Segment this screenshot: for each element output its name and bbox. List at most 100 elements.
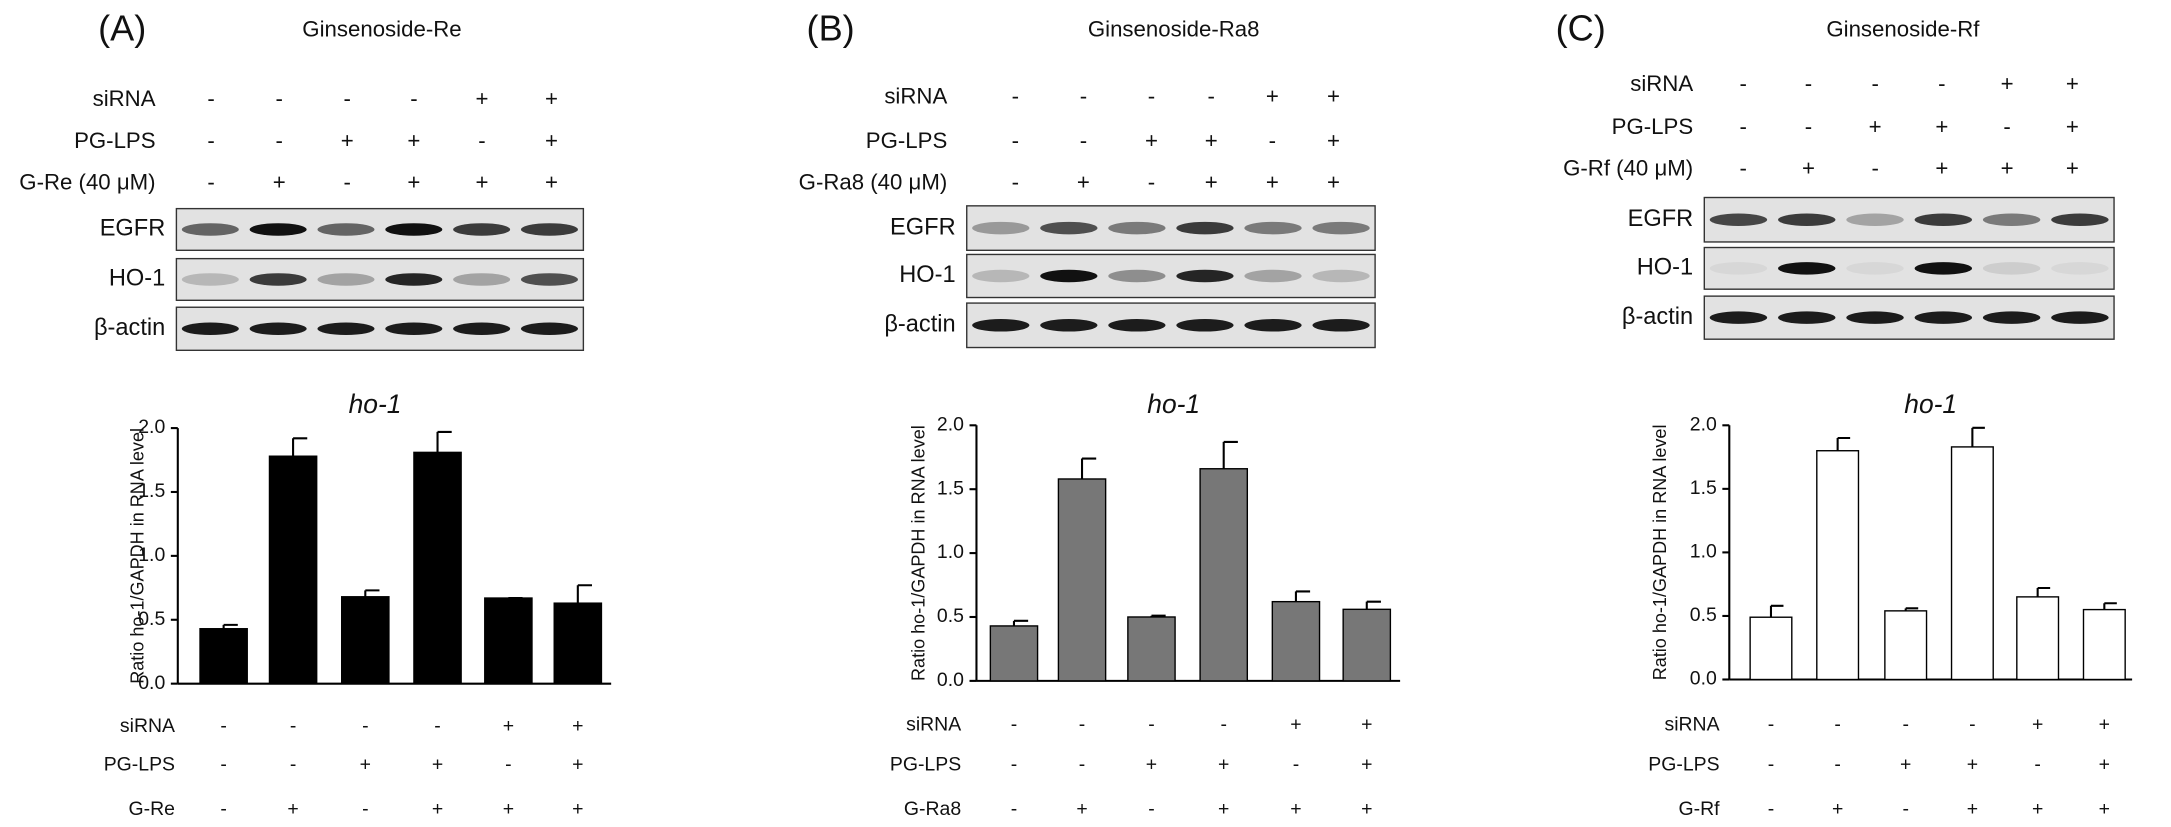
blot-condition-sign: + <box>1869 114 1882 139</box>
blot-row-label: EGFR <box>100 216 166 242</box>
condition-sign: + <box>2099 713 2110 735</box>
blot-band <box>520 322 578 336</box>
blot-band <box>1914 311 1973 324</box>
blot-band <box>520 223 578 236</box>
bar <box>199 628 248 685</box>
blot-condition-sign: - <box>1739 71 1746 96</box>
condition-sign: + <box>1218 798 1229 820</box>
condition-sign: - <box>1768 713 1774 735</box>
y-tick-label: 1.5 <box>138 480 165 502</box>
condition-sign: + <box>572 754 583 776</box>
blot-band <box>972 269 1030 283</box>
compound-title: Ginsenoside-Re <box>302 17 461 42</box>
blot-band <box>249 322 307 336</box>
blot-condition-sign: + <box>1802 156 1815 181</box>
blot-band <box>1709 213 1768 226</box>
blot-condition-sign: - <box>1805 114 1812 139</box>
blot-condition-sign: - <box>207 169 214 194</box>
blot-band <box>1108 269 1166 283</box>
y-tick-label: 0.0 <box>1690 668 1717 690</box>
blot-band <box>1982 213 2041 226</box>
error-bar <box>1769 604 1784 618</box>
blot-band <box>1914 262 1973 275</box>
y-tick-label: 1.5 <box>1690 477 1717 499</box>
blot-band <box>520 273 578 286</box>
blot-condition-sign: - <box>1938 71 1945 96</box>
blot-band <box>181 223 239 236</box>
condition-sign: - <box>1834 754 1840 776</box>
blot-condition-name: siRNA <box>1630 71 1693 96</box>
condition-sign: - <box>220 715 226 737</box>
blot-band <box>1244 319 1302 332</box>
blot-condition-name: siRNA <box>884 83 947 108</box>
y-axis-label: Ratio ho-1/GAPDH in RNA level <box>128 428 148 684</box>
condition-sign: - <box>220 798 226 820</box>
blot-band <box>1778 262 1836 275</box>
condition-sign: + <box>2099 798 2110 820</box>
blot-condition-sign: - <box>1012 169 1019 194</box>
blot-row-label: EGFR <box>1628 206 1694 232</box>
error-bar <box>1012 619 1029 626</box>
blot-strip <box>1703 295 2115 340</box>
condition-sign: + <box>1967 798 1978 820</box>
condition-name: PG-LPS <box>1648 754 1719 776</box>
y-tick-label: 0.5 <box>138 608 165 630</box>
blot-row-label: HO-1 <box>109 266 165 292</box>
error-bar <box>576 584 592 604</box>
blot-row-label: EGFR <box>890 214 956 240</box>
blot-condition-sign: - <box>344 169 351 194</box>
y-tick-label: 1.0 <box>937 541 964 563</box>
blot-condition-sign: - <box>1871 156 1878 181</box>
bar <box>1816 450 1860 681</box>
blot-condition-sign: + <box>341 128 354 153</box>
blot-condition-sign: + <box>2066 71 2079 96</box>
y-axis-label: Ratio ho-1/GAPDH in RNA level <box>1650 425 1670 681</box>
y-axis-label: Ratio ho-1/GAPDH in RNA level <box>908 425 928 681</box>
condition-sign: + <box>1290 798 1301 820</box>
blot-band <box>1176 221 1234 235</box>
blot-band <box>1040 269 1098 283</box>
blot-condition-name: PG-LPS <box>74 128 156 153</box>
blot-condition-sign: + <box>1145 128 1158 153</box>
blot-condition-sign: + <box>1266 169 1279 194</box>
blot-band <box>317 322 375 336</box>
y-tick-label: 1.0 <box>1690 541 1717 563</box>
blot-band <box>317 223 375 236</box>
blot-condition-sign: - <box>1739 114 1746 139</box>
blot-band <box>1244 221 1302 235</box>
blot-condition-sign: - <box>1012 128 1019 153</box>
condition-sign: + <box>432 754 443 776</box>
error-bar <box>1150 614 1166 617</box>
error-bar <box>1080 457 1097 479</box>
blot-strip <box>175 306 585 351</box>
blot-condition-sign: + <box>407 128 420 153</box>
blot-condition-sign: + <box>545 169 558 194</box>
y-tick-label: 0.5 <box>937 605 964 627</box>
blot-condition-name: siRNA <box>93 86 156 111</box>
blot-strip <box>175 207 585 251</box>
condition-sign: + <box>1076 798 1087 820</box>
condition-sign: - <box>1011 754 1017 776</box>
condition-sign: - <box>1011 713 1017 735</box>
condition-sign: + <box>503 715 514 737</box>
blot-band <box>385 223 443 236</box>
blot-condition-sign: + <box>407 169 420 194</box>
condition-name: siRNA <box>120 715 175 737</box>
blot-condition-name: G-Re (40 μM) <box>19 169 155 194</box>
blot-condition-sign: - <box>1148 169 1155 194</box>
condition-sign: - <box>1768 798 1774 820</box>
condition-sign: - <box>1079 754 1085 776</box>
y-tick-label: 2.0 <box>937 413 964 435</box>
blot-band <box>453 322 511 336</box>
blot-band <box>1312 269 1370 283</box>
condition-sign: + <box>432 798 443 820</box>
blot-band <box>1244 269 1302 283</box>
blot-condition-sign: + <box>1327 169 1340 194</box>
blot-band <box>1846 262 1904 275</box>
bar <box>413 451 462 685</box>
blot-band <box>1914 213 1973 226</box>
bar <box>989 625 1039 682</box>
blot-condition-sign: + <box>1327 83 1340 108</box>
blot-condition-sign: - <box>275 86 282 111</box>
